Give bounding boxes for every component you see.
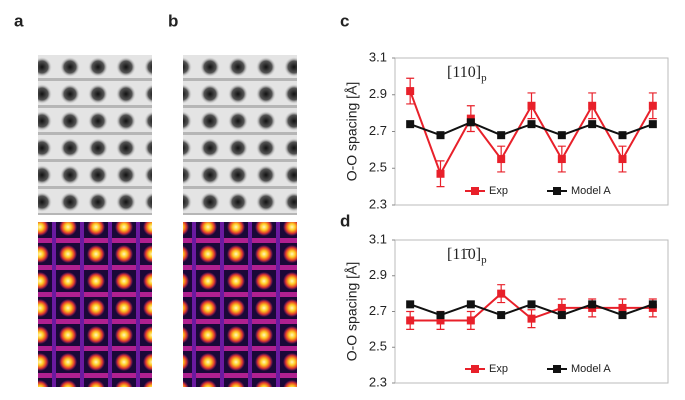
marker [618, 131, 627, 140]
y-axis-label: O-O spacing [Å] [344, 82, 360, 182]
marker [557, 131, 566, 140]
legend-marker [471, 365, 479, 373]
marker [436, 316, 445, 325]
marker [557, 303, 566, 312]
legend-label: Exp [489, 185, 508, 197]
marker [618, 311, 627, 320]
marker [618, 303, 627, 312]
color-map [38, 222, 152, 387]
marker [588, 120, 597, 129]
marker [497, 311, 506, 320]
panel-label: c [340, 11, 349, 30]
marker [527, 101, 536, 110]
stem-image [183, 55, 297, 215]
marker [406, 300, 415, 309]
marker [406, 316, 415, 325]
y-tick-label: 2.5 [369, 160, 387, 175]
panel-label: a [14, 11, 24, 30]
annotation-text: [11̄0] [447, 246, 481, 263]
legend-marker [553, 365, 561, 373]
marker [406, 120, 415, 129]
annotation: [110]p [447, 64, 487, 84]
marker [527, 120, 536, 129]
marker [466, 118, 475, 127]
annotation: [11̄0]p [447, 246, 487, 266]
marker [648, 300, 657, 309]
color-map [183, 222, 297, 387]
panel-label: b [168, 11, 178, 30]
marker [527, 314, 536, 323]
marker [588, 300, 597, 309]
marker [466, 316, 475, 325]
marker [436, 131, 445, 140]
y-tick-label: 2.7 [369, 123, 387, 138]
legend-marker [553, 187, 561, 195]
annotation-text: [110] [447, 64, 481, 81]
legend-marker [471, 187, 479, 195]
marker [436, 169, 445, 178]
y-tick-label: 2.9 [369, 86, 387, 101]
y-tick-label: 2.3 [369, 196, 387, 211]
marker [497, 155, 506, 164]
marker [648, 120, 657, 129]
marker [466, 300, 475, 309]
marker [497, 131, 506, 140]
legend-label: Exp [489, 363, 508, 375]
plot-frame [394, 57, 669, 206]
y-tick-label: 3.1 [369, 49, 387, 64]
marker [406, 87, 415, 96]
y-tick-label: 2.9 [369, 267, 387, 282]
marker [557, 155, 566, 164]
marker [588, 101, 597, 110]
annotation-sub: p [481, 254, 487, 266]
legend-label: Model A [571, 363, 611, 375]
y-tick-label: 2.3 [369, 374, 387, 389]
legend-label: Model A [571, 185, 611, 197]
y-tick-label: 2.5 [369, 339, 387, 354]
marker [497, 289, 506, 298]
annotation-sub: p [481, 72, 487, 84]
y-tick-label: 3.1 [369, 231, 387, 246]
stem-image [38, 55, 152, 215]
marker [436, 311, 445, 320]
y-tick-label: 2.7 [369, 303, 387, 318]
panel-label: d [340, 211, 350, 230]
marker [527, 300, 536, 309]
y-axis-label: O-O spacing [Å] [344, 262, 360, 362]
marker [648, 101, 657, 110]
marker [557, 311, 566, 320]
marker [618, 155, 627, 164]
